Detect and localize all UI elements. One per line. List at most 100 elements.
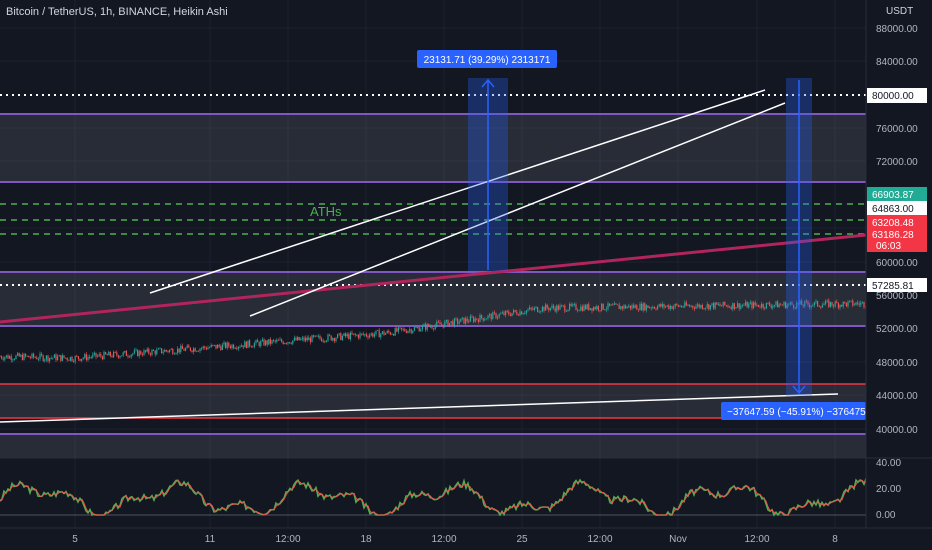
candle-body [543,306,545,311]
time-tick: 12:00 [431,534,456,545]
candle-body [653,307,655,309]
candle-body [743,305,745,306]
candle-body [484,319,486,321]
candle-body [597,306,599,311]
candle-body [257,340,259,343]
candle-body [180,345,182,353]
candle-body [773,304,775,307]
time-tick: 25 [516,534,528,545]
candle-body [477,319,479,322]
time-tick: 12:00 [587,534,612,545]
candle-body [770,305,772,308]
candle-body [335,338,337,341]
candle-body [311,335,313,343]
candle-body [266,340,268,345]
candle-body [5,355,7,358]
candle-body [423,324,425,326]
candle-body [285,343,287,344]
candle-body [685,302,687,306]
candle-body [583,305,585,311]
candle-body [738,303,740,309]
candle-body [125,351,127,356]
candle-body [503,312,505,316]
candle-body [201,348,203,349]
symbol-title[interactable]: Bitcoin / TetherUS, 1h, BINANCE, Heikin … [6,6,228,18]
zone-upper [0,114,866,182]
candle-body [329,334,331,336]
time-axis[interactable]: 5 11 12:00 18 12:00 25 12:00 Nov 12:00 8 [0,527,932,545]
candle-body [463,317,465,324]
candle-body [365,334,367,337]
candle-body [615,303,617,305]
candle-body [701,305,703,309]
candle-body [388,330,390,333]
candle-body [706,304,708,308]
measure-down-box[interactable] [786,78,812,396]
candle-body [281,339,283,342]
candle-body [409,329,411,331]
candle-body [7,355,9,359]
candle-body [394,328,396,336]
candle-body [436,321,438,326]
measure-down-label: −37647.59 (−45.91%) −3764759 [727,407,872,418]
price-label-63186: 63186.28 [872,230,914,241]
candle-body [173,353,175,355]
candle-body [37,358,39,360]
candle-body [402,329,404,330]
candle-body [812,305,814,307]
price-axis[interactable]: 88000.00 84000.00 76000.00 72000.00 6000… [865,0,932,528]
time-tick: Nov [669,534,687,545]
candle-body [716,302,718,305]
candle-body [541,306,543,312]
candle-body [124,351,126,353]
candle-body [143,350,145,356]
candle-body [708,304,710,310]
candle-body [605,308,607,310]
candle-body [284,343,286,344]
candle-body [657,306,659,310]
candle-body [66,357,68,360]
candle-body [644,303,646,311]
candle-body [857,302,859,304]
candle-body [57,356,59,361]
measure-up-box[interactable] [468,78,508,271]
candle-body [367,336,369,338]
measure-up-label-bg [417,50,557,68]
candle-body [9,356,11,359]
candle-body [391,334,393,335]
candle-body [810,305,812,308]
candle-body [533,307,535,310]
candle-body [511,313,513,316]
candle-body [393,334,395,336]
candle-body [570,303,572,306]
candle-body [130,354,132,358]
candle-body [169,349,171,352]
candle-body [33,353,35,358]
candle-body [772,306,774,308]
candle-body [599,310,601,311]
support-resistance-zones [0,113,866,458]
candle-body [100,354,102,357]
candle-body [441,324,443,326]
candle-body [378,330,380,338]
candle-body [551,305,553,308]
candle-body [404,329,406,332]
candle-body [276,339,278,342]
candle-body [655,308,657,310]
candle-body [154,350,156,355]
candle-body [177,348,179,354]
candle-body [343,333,345,336]
candle-body [241,345,243,347]
candle-body [629,305,631,309]
candle-body [133,350,135,354]
candle-body [604,309,606,311]
candle-body [735,307,737,309]
candle-body [357,334,359,338]
candle-body [151,350,153,355]
candle-body [794,307,796,309]
candle-body [202,346,204,349]
candle-body [337,334,339,339]
price-tick: 60000.00 [876,258,918,269]
candle-body [449,322,451,327]
